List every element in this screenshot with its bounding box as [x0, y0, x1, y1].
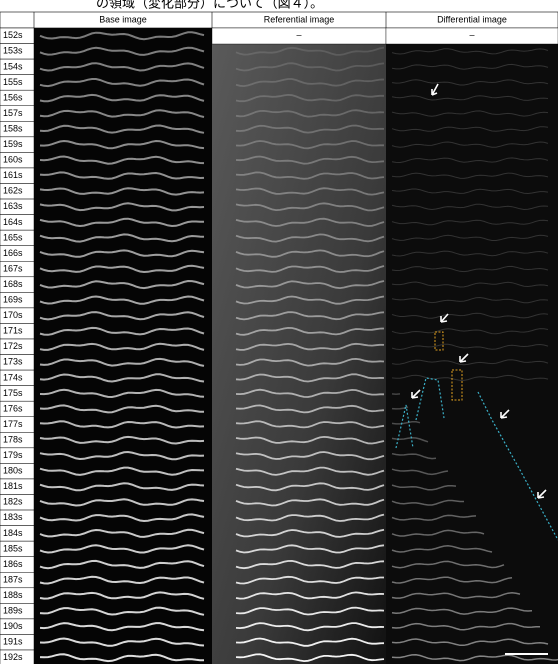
row-label: 161s	[3, 170, 23, 180]
row-label: 181s	[3, 481, 23, 491]
row-label: 166s	[3, 248, 23, 258]
row-label: 179s	[3, 450, 23, 460]
row-label: 159s	[3, 139, 23, 149]
row-label: 177s	[3, 419, 23, 429]
placeholder: –	[469, 29, 474, 39]
row-label: 184s	[3, 528, 23, 538]
row-label: 189s	[3, 606, 23, 616]
row-label: 167s	[3, 263, 23, 273]
row-label: 188s	[3, 590, 23, 600]
row-label: 185s	[3, 543, 23, 553]
row-label: 187s	[3, 574, 23, 584]
row-label: 168s	[3, 279, 23, 289]
row-label: 157s	[3, 108, 23, 118]
row-label: 160s	[3, 155, 23, 165]
referential-image	[212, 44, 386, 664]
caption: の領域（変化部分）について（図４）。	[96, 0, 323, 10]
row-label: 176s	[3, 403, 23, 413]
row-label: 178s	[3, 434, 23, 444]
row-label: 162s	[3, 186, 23, 196]
row-label: 180s	[3, 466, 23, 476]
row-label: 163s	[3, 201, 23, 211]
row-label: 153s	[3, 46, 23, 56]
row-label: 173s	[3, 357, 23, 367]
row-label: 155s	[3, 77, 23, 87]
row-label: 183s	[3, 512, 23, 522]
row-label: 171s	[3, 326, 23, 336]
row-label: 186s	[3, 559, 23, 569]
row-label: 170s	[3, 310, 23, 320]
differential-image	[386, 44, 558, 664]
row-label: 191s	[3, 637, 23, 647]
row-label: 152s	[3, 30, 23, 40]
row-label: 172s	[3, 341, 23, 351]
figure: の領域（変化部分）について（図４）。 Base image Referentia…	[0, 0, 558, 664]
row-label: 169s	[3, 295, 23, 305]
placeholder: –	[296, 29, 301, 39]
row-label: 156s	[3, 92, 23, 102]
header: Base image	[99, 14, 147, 24]
header: Referential image	[264, 14, 335, 24]
row-label: 190s	[3, 621, 23, 631]
row-label: 165s	[3, 232, 23, 242]
row-label: 158s	[3, 123, 23, 133]
header: Differential image	[437, 14, 507, 24]
row-label: 182s	[3, 497, 23, 507]
row-label: 175s	[3, 388, 23, 398]
row-label: 154s	[3, 61, 23, 71]
row-label: 174s	[3, 372, 23, 382]
row-label: 192s	[3, 652, 23, 662]
row-label: 164s	[3, 217, 23, 227]
